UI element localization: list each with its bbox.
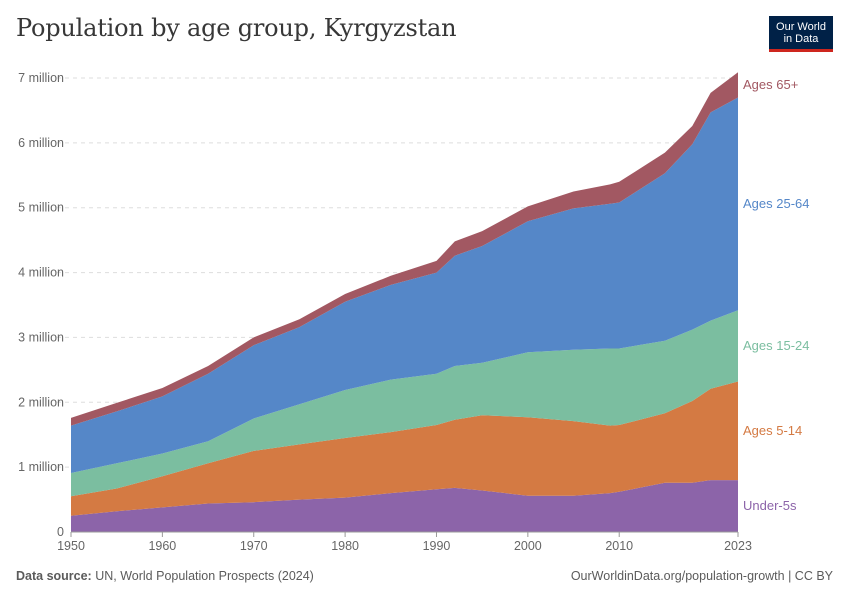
x-tick-label: 2023 <box>724 539 752 553</box>
series-labels: Under-5s Ages 5-14 Ages 15-24 Ages 25-64 Age… <box>743 77 810 513</box>
x-tick-label: 1990 <box>423 539 451 553</box>
logo-line-2: in Data <box>783 33 819 45</box>
y-tick-label: 4 million <box>18 266 64 280</box>
y-tick-label: 7 million <box>18 71 64 85</box>
x-tick-label: 2000 <box>514 539 542 553</box>
x-tick-label: 1950 <box>57 539 85 553</box>
x-tick-label: 1970 <box>240 539 268 553</box>
x-tick-label: 1980 <box>331 539 359 553</box>
series-label-ages-25-64: Ages 25-64 <box>743 196 810 211</box>
series-label-ages-15-24: Ages 15-24 <box>743 338 810 353</box>
data-source-label: Data source: <box>16 569 92 583</box>
area-ages-5-14 <box>71 381 738 516</box>
data-source: Data source: UN, World Population Prospe… <box>16 569 314 583</box>
y-tick-label: 3 million <box>18 330 64 344</box>
x-tick-label: 2010 <box>605 539 633 553</box>
y-tick-label: 0 <box>57 525 64 539</box>
data-source-text[interactable]: UN, World Population Prospects (2024) <box>95 569 314 583</box>
owid-logo[interactable]: Our World in Data <box>769 16 833 52</box>
area-ages-25-64 <box>71 97 738 473</box>
y-tick-label: 1 million <box>18 460 64 474</box>
x-tick-label: 1960 <box>148 539 176 553</box>
stacked-areas <box>71 72 738 532</box>
series-label-under-5s: Under-5s <box>743 498 797 513</box>
chart-title: Population by age group, Kyrgyzstan <box>16 14 457 42</box>
footer-url[interactable]: OurWorldinData.org/population-growth | C… <box>570 569 833 583</box>
y-tick-label: 5 million <box>18 201 64 215</box>
logo-line-1: Our World <box>776 21 826 33</box>
area-under-5s <box>71 480 738 532</box>
axes: 0 1 million 2 million 3 million 4 million 5 m… <box>18 71 752 553</box>
series-label-ages-65-: Ages 65+ <box>743 77 798 92</box>
y-tick-label: 6 million <box>18 136 64 150</box>
area-ages-15-24 <box>71 310 738 497</box>
series-label-ages-5-14: Ages 5-14 <box>743 423 802 438</box>
y-tick-label: 2 million <box>18 395 64 409</box>
